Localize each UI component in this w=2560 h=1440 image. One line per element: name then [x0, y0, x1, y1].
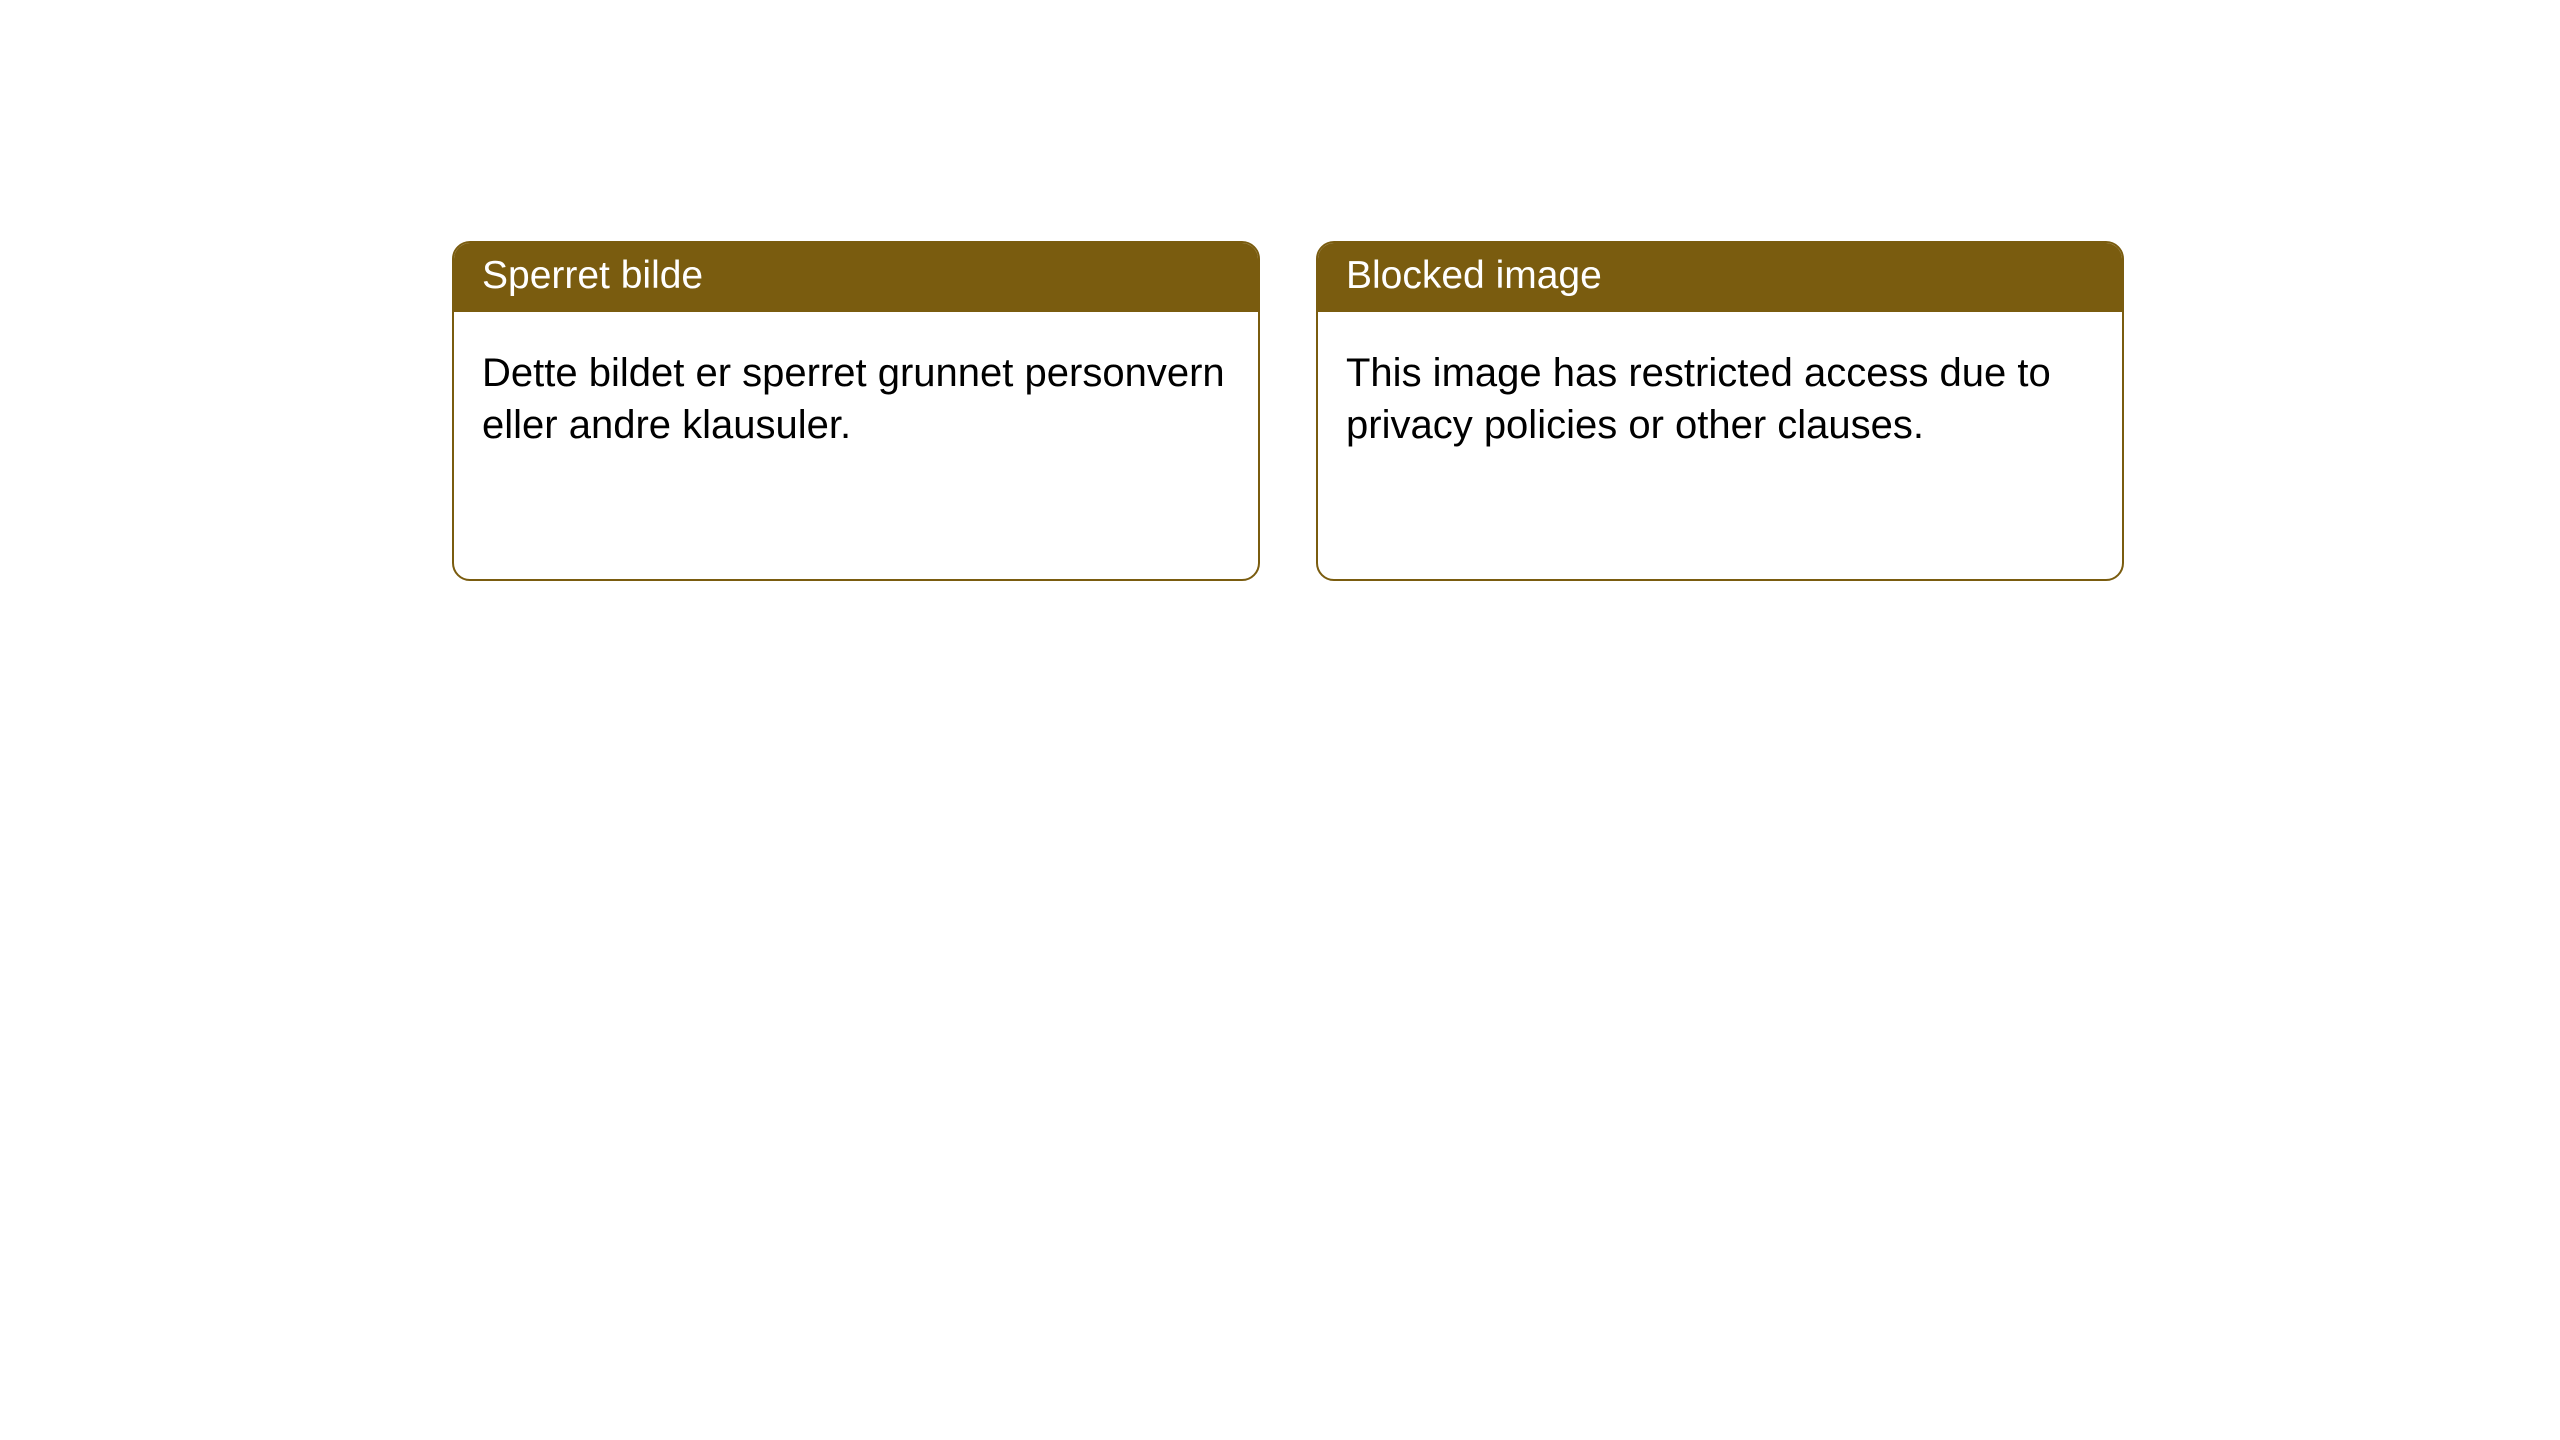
card-body-no: Dette bildet er sperret grunnet personve…	[454, 312, 1258, 488]
blocked-image-card-no: Sperret bilde Dette bildet er sperret gr…	[452, 241, 1260, 581]
card-header-en: Blocked image	[1318, 243, 2122, 312]
card-header-no: Sperret bilde	[454, 243, 1258, 312]
blocked-image-cards: Sperret bilde Dette bildet er sperret gr…	[452, 241, 2560, 581]
card-body-en: This image has restricted access due to …	[1318, 312, 2122, 488]
blocked-image-card-en: Blocked image This image has restricted …	[1316, 241, 2124, 581]
